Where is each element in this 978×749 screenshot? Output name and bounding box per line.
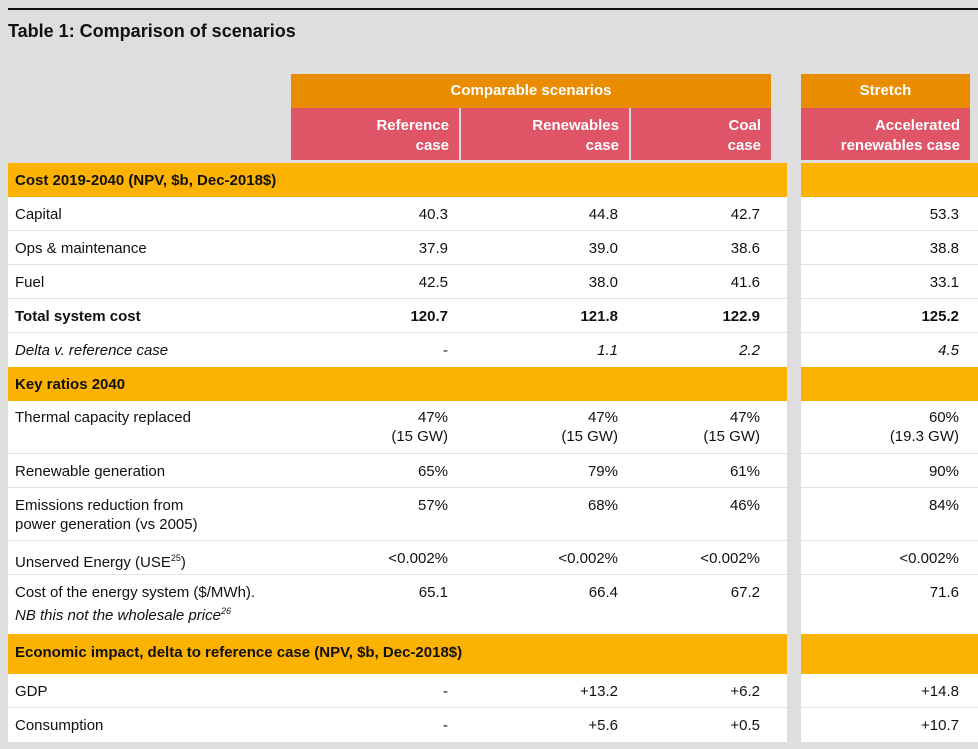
column-header-reference: Reference case bbox=[291, 108, 459, 160]
section-header-ratios: Key ratios 2040 bbox=[8, 367, 978, 401]
table-row-ops: Ops & maintenance 37.9 39.0 38.6 38.8 bbox=[8, 231, 978, 265]
group-header-comparable: Comparable scenarios bbox=[291, 74, 771, 108]
top-rule bbox=[8, 8, 978, 10]
section-header-cost: Cost 2019-2040 (NPV, $b, Dec-2018$) bbox=[8, 163, 978, 197]
table-title: Table 1: Comparison of scenarios bbox=[8, 21, 296, 41]
table-row-delta: Delta v. reference case - 1.1 2.2 4.5 bbox=[8, 333, 978, 367]
table-row-consumption: Consumption - +5.6 +0.5 +10.7 bbox=[8, 708, 978, 742]
column-header-accelerated: Accelerated renewables case bbox=[801, 108, 970, 160]
table-row-emissions: Emissions reduction from power generation… bbox=[8, 488, 978, 541]
table-row-cost-energy: Cost of the energy system ($/MWh). NB thi… bbox=[8, 575, 978, 634]
section-header-economic: Economic impact, delta to reference case… bbox=[8, 634, 978, 674]
table-row-total: Total system cost 120.7 121.8 122.9 125.… bbox=[8, 299, 978, 333]
table-row-gdp: GDP - +13.2 +6.2 +14.8 bbox=[8, 674, 978, 708]
table-row-fuel: Fuel 42.5 38.0 41.6 33.1 bbox=[8, 265, 978, 299]
column-header-renewables: Renewables case bbox=[461, 108, 629, 160]
group-header-stretch: Stretch bbox=[801, 74, 970, 108]
table-row-renewable: Renewable generation 65% 79% 61% 90% bbox=[8, 454, 978, 488]
table-row-thermal: Thermal capacity replaced 47% (15 GW) 47%… bbox=[8, 401, 978, 454]
column-header-coal: Coal case bbox=[631, 108, 771, 160]
table-row-unserved: Unserved Energy (USE25) <0.002% <0.002% … bbox=[8, 541, 978, 575]
table-row-capital: Capital 40.3 44.8 42.7 53.3 bbox=[8, 197, 978, 231]
